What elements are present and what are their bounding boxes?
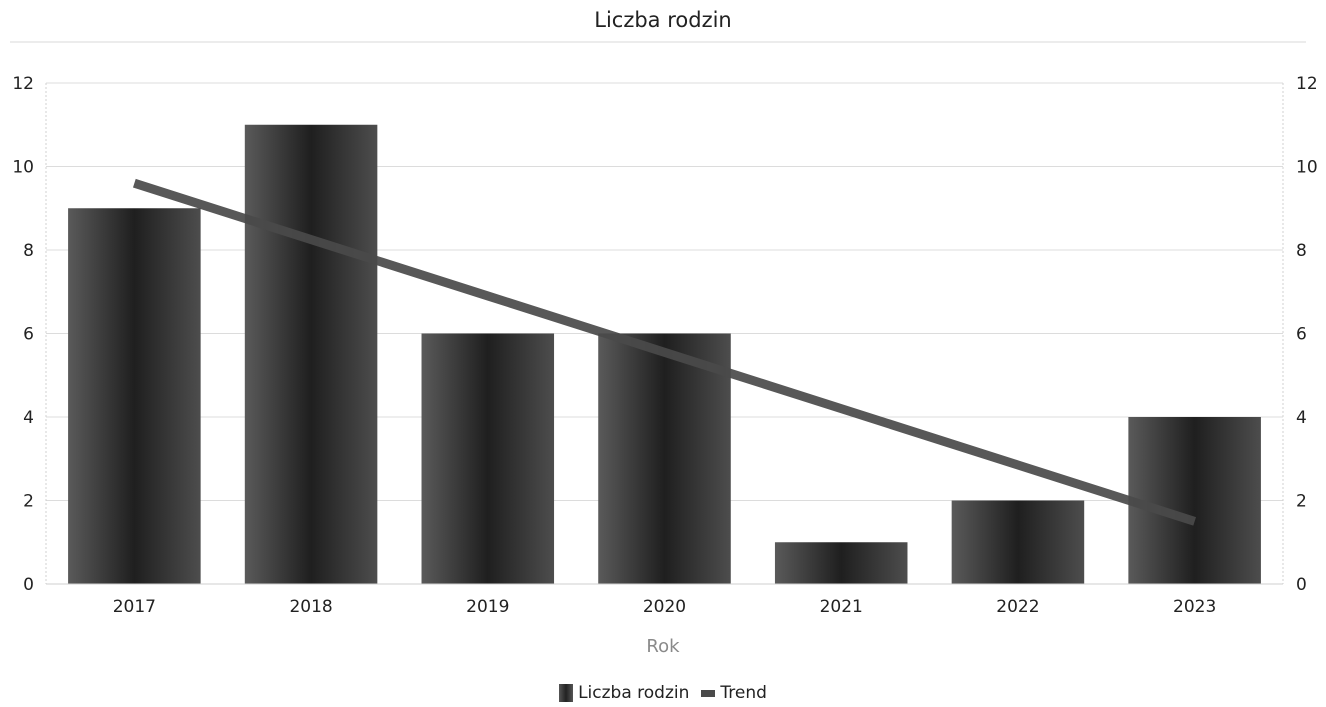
legend-label-bars: Liczba rodzin (578, 683, 690, 703)
y-tick-label-left: 12 (12, 74, 34, 94)
y-tick-label-right: 0 (1296, 575, 1307, 595)
y-tick-label-right: 8 (1296, 241, 1307, 261)
legend-item-bars[interactable]: Liczba rodzin (559, 683, 689, 703)
x-tick-label: 2022 (996, 597, 1039, 617)
y-tick-label-right: 6 (1296, 325, 1307, 345)
trend-line-layer (132, 178, 1197, 526)
y-tick-label-left: 8 (23, 241, 34, 261)
legend-swatch-bars (559, 684, 574, 702)
bar[interactable] (244, 124, 378, 584)
title-divider (10, 41, 1306, 43)
axes: 0 0 2 2 4 4 6 6 8 8 10 10 12 12 2017 2018 2019 2020 2021 20… (12, 74, 1317, 617)
y-tick-label-left: 6 (23, 325, 34, 345)
legend: Liczba rodzin Trend (0, 683, 1326, 703)
legend-label-trend: Trend (720, 683, 767, 703)
x-tick-label: 2017 (113, 597, 156, 617)
bar[interactable] (421, 333, 555, 585)
x-tick-label: 2019 (466, 597, 509, 617)
chart-title: Liczba rodzin (594, 8, 732, 32)
bars (68, 124, 1261, 585)
bar[interactable] (598, 333, 731, 585)
x-axis-title: Rok (646, 636, 680, 657)
x-tick-label: 2023 (1173, 597, 1216, 617)
bar[interactable] (951, 500, 1085, 585)
y-tick-label-right: 12 (1296, 74, 1318, 94)
y-tick-label-left: 0 (23, 575, 34, 595)
trend-line[interactable] (132, 178, 1197, 526)
bar[interactable] (68, 208, 201, 584)
y-tick-label-right: 2 (1296, 492, 1307, 512)
y-tick-label-left: 4 (23, 408, 34, 428)
bar[interactable] (774, 542, 908, 584)
x-tick-label: 2020 (643, 597, 686, 617)
x-tick-label: 2018 (289, 597, 332, 617)
x-tick-label: 2021 (820, 597, 863, 617)
y-tick-label-left: 10 (12, 158, 34, 178)
y-tick-label-left: 2 (23, 492, 34, 512)
y-tick-label-right: 4 (1296, 408, 1307, 428)
legend-swatch-trend (701, 689, 716, 697)
legend-item-trend[interactable]: Trend (701, 683, 767, 703)
bar[interactable] (1128, 417, 1261, 584)
y-tick-label-right: 10 (1296, 158, 1318, 178)
